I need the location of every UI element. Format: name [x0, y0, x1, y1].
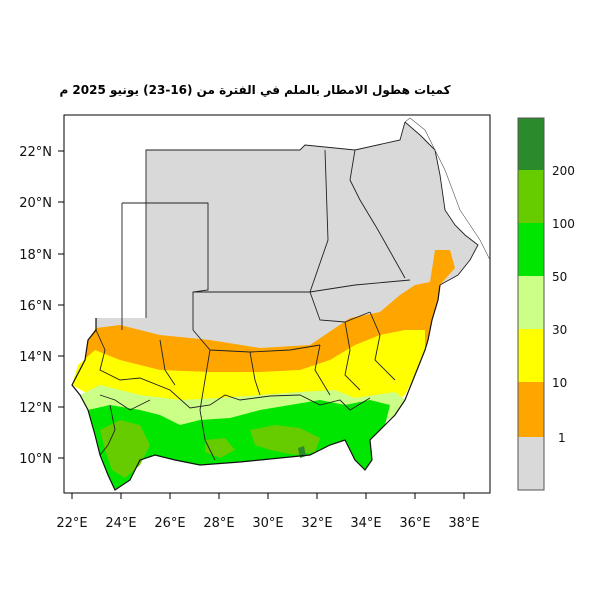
map-title: كميات هطول الامطار بالملم في الفترة من (…: [59, 83, 450, 98]
legend-swatch: [518, 382, 544, 437]
lat-tick-label: 18°N: [19, 248, 52, 263]
rain-band-50-100: [88, 400, 390, 490]
legend-swatch: [518, 223, 544, 276]
lon-tick-label: 38°E: [448, 516, 479, 531]
legend-label: 50: [552, 270, 567, 284]
legend-label: 1: [558, 431, 566, 445]
legend-swatch: [518, 170, 544, 223]
lon-tick-label: 22°E: [56, 516, 87, 531]
lat-tick-label: 20°N: [19, 196, 52, 211]
legend-colorbar: 200 100 50 30 10 1: [517, 117, 575, 491]
legend-label: 100: [552, 217, 575, 231]
legend-label: 30: [552, 323, 567, 337]
lon-tick-label: 26°E: [154, 516, 185, 531]
lon-tick-label: 28°E: [203, 516, 234, 531]
lat-tick-label: 16°N: [19, 299, 52, 314]
legend-label: 200: [552, 164, 575, 178]
legend-swatch: [518, 329, 544, 382]
land-no-rain: [96, 122, 478, 352]
lon-tick-label: 32°E: [301, 516, 332, 531]
lat-tick-label: 12°N: [19, 401, 52, 416]
longitude-axis: 22°E 24°E 26°E 28°E 30°E 32°E 34°E 36°E …: [56, 493, 480, 531]
lon-tick-label: 24°E: [105, 516, 136, 531]
lon-tick-label: 34°E: [350, 516, 381, 531]
admin-borders: [95, 121, 479, 461]
lat-tick-label: 10°N: [19, 452, 52, 467]
map-panel: [63, 114, 491, 494]
coastline: [404, 117, 491, 261]
lon-tick-label: 36°E: [399, 516, 430, 531]
lat-tick-label: 14°N: [19, 350, 52, 365]
latitude-axis: 22°N 20°N 18°N 16°N 14°N 12°N 10°N: [19, 145, 64, 467]
legend-swatch: [518, 118, 544, 170]
lat-tick-label: 22°N: [19, 145, 52, 160]
country-outline: [71, 284, 441, 491]
lon-tick-label: 30°E: [252, 516, 283, 531]
legend-label: 10: [552, 376, 567, 390]
legend-swatch: [518, 437, 544, 490]
legend-swatch: [518, 276, 544, 329]
